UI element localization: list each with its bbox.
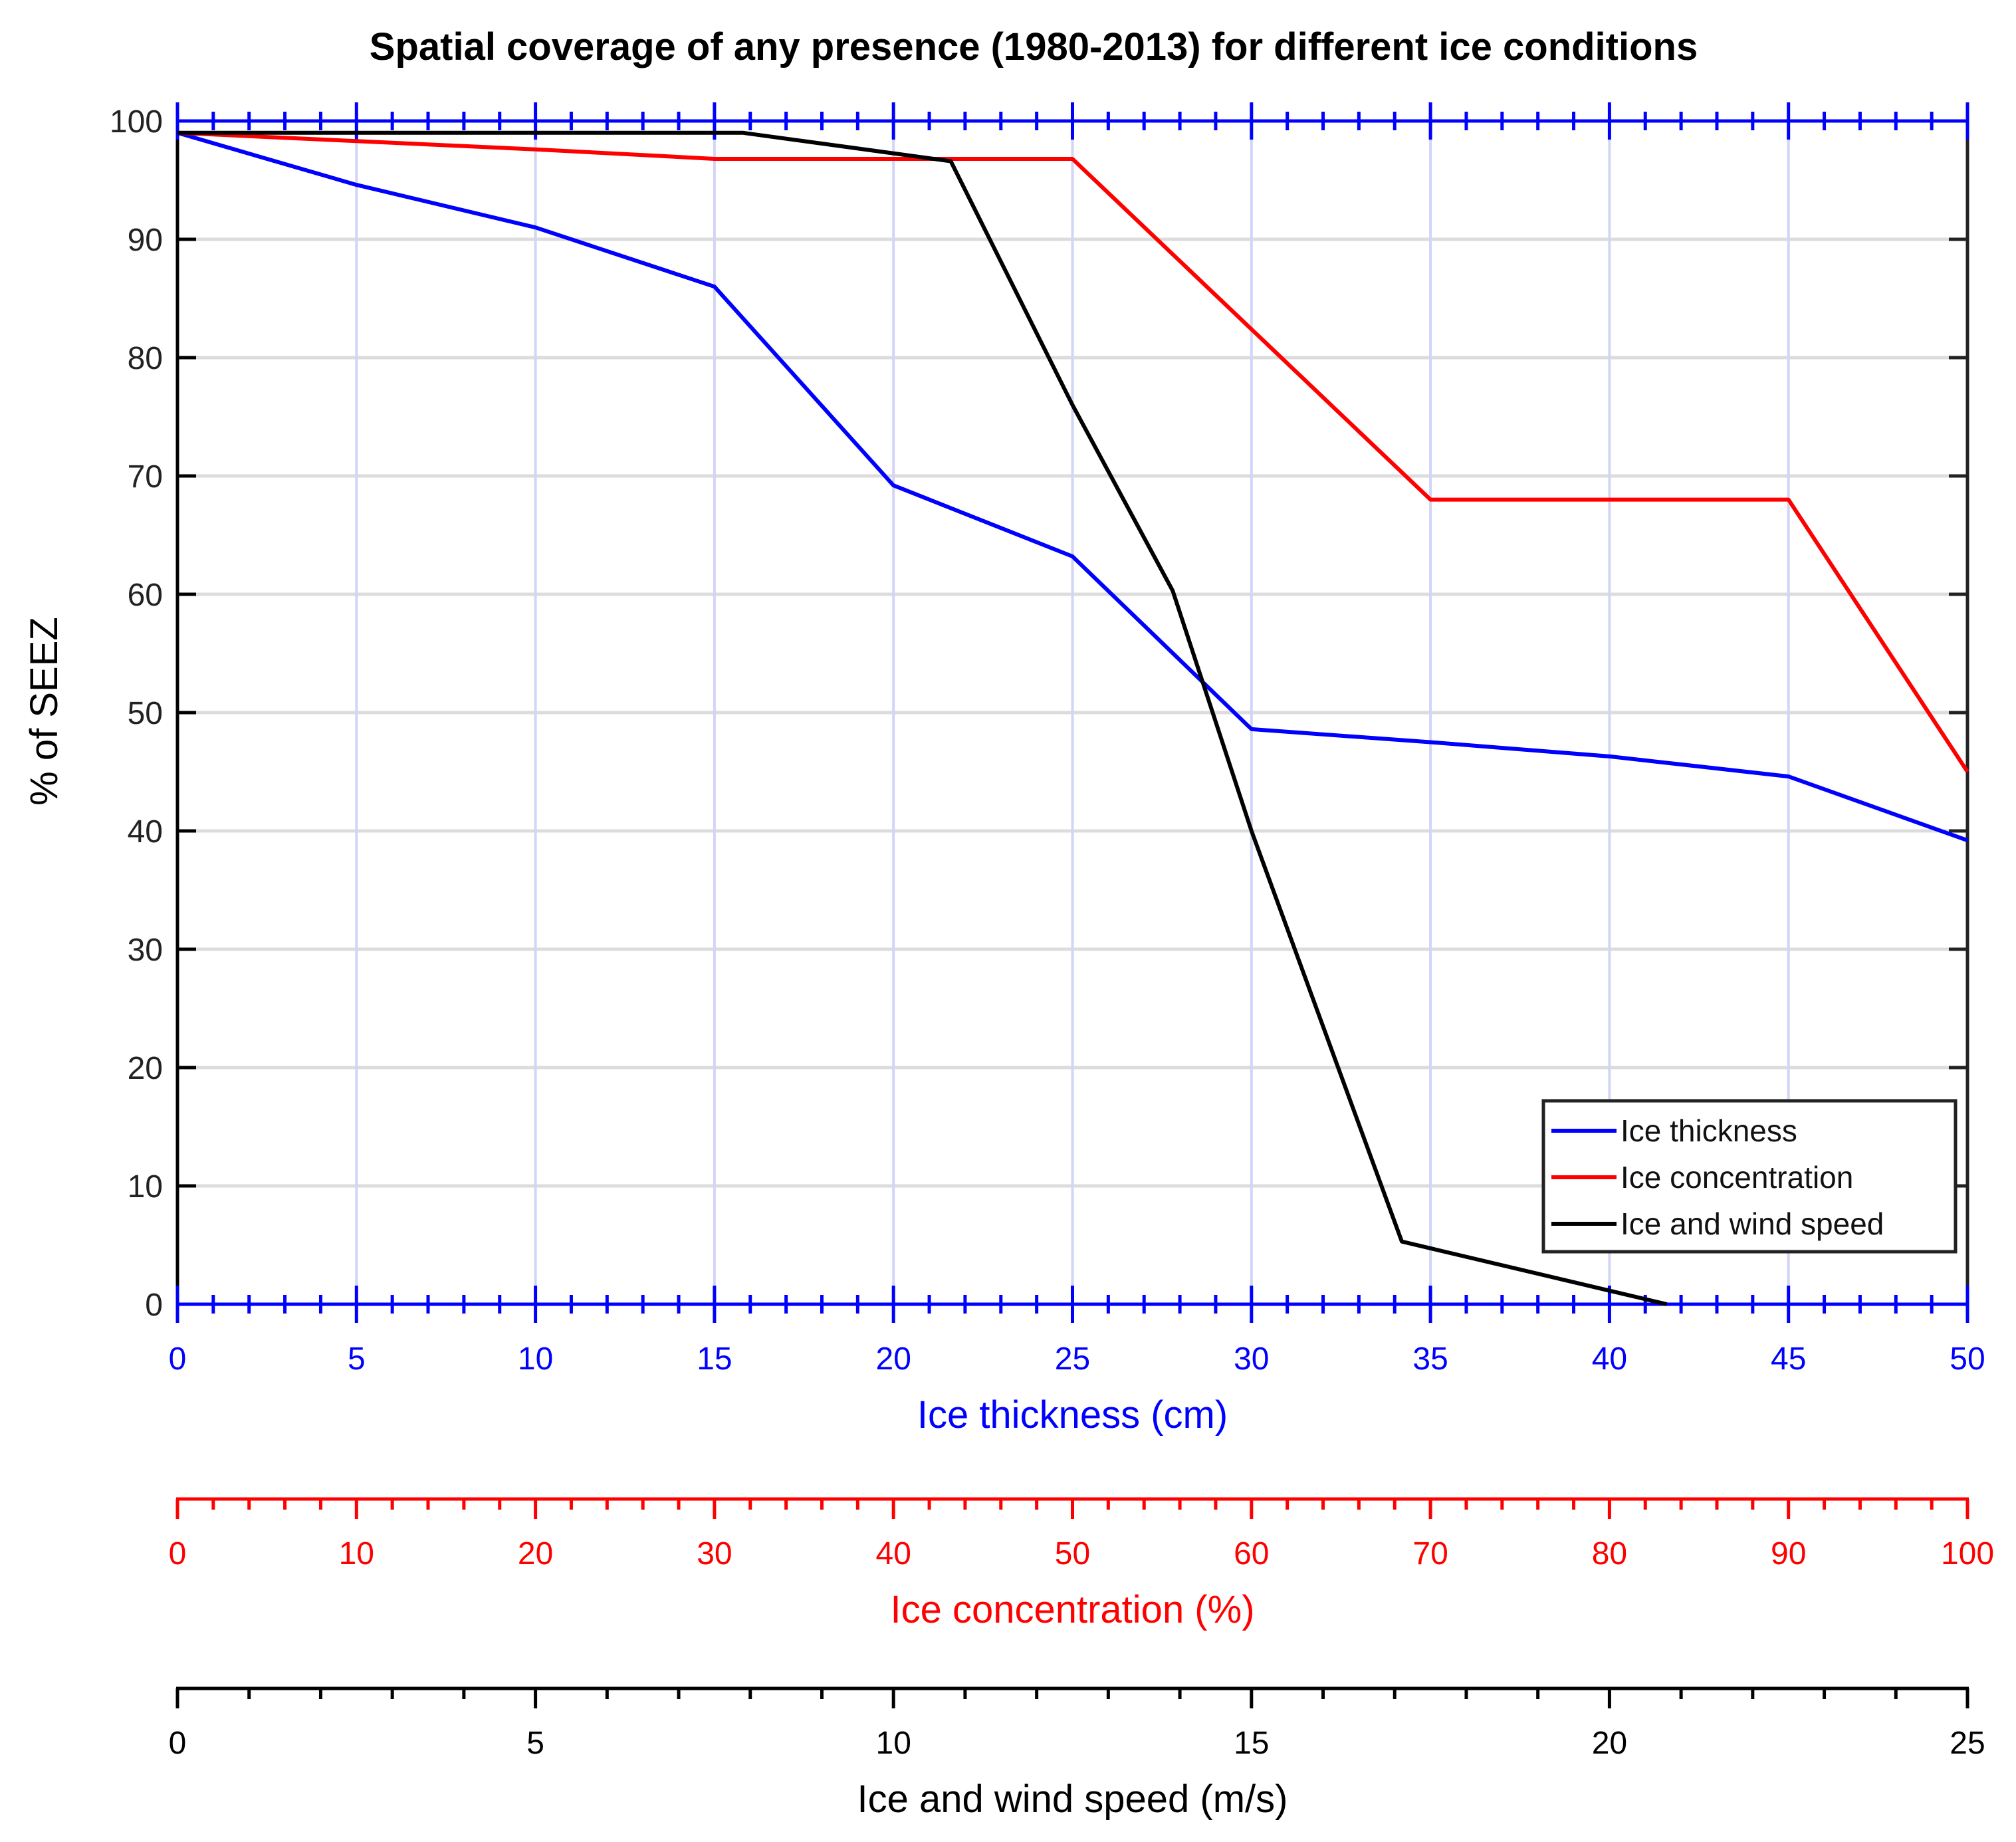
x-tick-label: 10 — [518, 1341, 553, 1377]
x-tick-label: 40 — [876, 1536, 911, 1571]
y-tick-label: 60 — [128, 578, 163, 613]
legend-entry: Ice and wind speed — [1621, 1207, 1884, 1241]
chart-title: Spatial coverage of any presence (1980-2… — [370, 25, 1698, 68]
legend-entry: Ice thickness — [1621, 1113, 1797, 1148]
x-tick-label: 15 — [1234, 1726, 1269, 1761]
x-tick-label: 10 — [339, 1536, 374, 1571]
x-tick-label: 0 — [169, 1726, 187, 1761]
x-tick-label: 25 — [1055, 1341, 1090, 1377]
x-tick-label: 15 — [697, 1341, 732, 1377]
y-axis-label: % of SEEZ — [23, 617, 66, 806]
x-tick-label: 100 — [1941, 1536, 1994, 1571]
x-axis-concentration: 0 10 20 30 40 50 60 70 80 90 100 Ice concentration … — [169, 1497, 1994, 1631]
y-tick-label: 100 — [110, 104, 163, 140]
x-tick-label: 90 — [1771, 1536, 1806, 1571]
x-tick-label: 50 — [1950, 1341, 1985, 1377]
series-lines — [177, 130, 1969, 1306]
x-tick-label: 70 — [1412, 1536, 1448, 1571]
x-tick-label: 40 — [1592, 1341, 1627, 1377]
x-tick-label: 5 — [526, 1726, 544, 1761]
y-tick-label: 10 — [128, 1169, 163, 1205]
y-tick-label: 70 — [128, 459, 163, 495]
x-tick-label: 35 — [1412, 1341, 1448, 1377]
x-tick-label: 30 — [697, 1536, 732, 1571]
legend-entry: Ice concentration — [1621, 1160, 1853, 1195]
x-tick-label: 0 — [169, 1341, 187, 1377]
x-tick-label: 50 — [1055, 1536, 1090, 1571]
x-tick-label: 60 — [1234, 1536, 1269, 1571]
y-tick-label: 40 — [128, 814, 163, 850]
series-line-thickness — [177, 130, 1969, 843]
x-tick-label: 20 — [1592, 1726, 1627, 1761]
x-tick-label: 5 — [348, 1341, 366, 1377]
series-line-concentration — [177, 130, 1969, 773]
x-tick-label: 20 — [876, 1341, 911, 1377]
x-axis-wind: 0 5 10 15 20 25 Ice and wind speed (m/s) — [169, 1686, 1985, 1821]
legend: Ice thickness Ice concentration Ice and wi… — [1541, 1099, 1958, 1254]
x-tick-label: 0 — [169, 1536, 187, 1571]
y-tick-label: 0 — [145, 1288, 163, 1323]
x-axis-wind-label: Ice and wind speed (m/s) — [857, 1778, 1288, 1821]
x-tick-label: 10 — [876, 1726, 911, 1761]
x-tick-label: 80 — [1592, 1536, 1627, 1571]
x-axis-thickness-label: Ice thickness (cm) — [917, 1393, 1228, 1437]
series-line-wind — [177, 130, 1668, 1306]
x-tick-label: 20 — [518, 1536, 553, 1571]
x-tick-label: 45 — [1771, 1341, 1806, 1377]
y-tick-label: 20 — [128, 1051, 163, 1086]
y-tick-label: 30 — [128, 933, 163, 968]
x-axis-concentration-label: Ice concentration (%) — [890, 1588, 1254, 1631]
y-tick-label: 50 — [128, 696, 163, 731]
y-tick-label: 90 — [128, 223, 163, 258]
y-tick-label: 80 — [128, 341, 163, 376]
x-tick-label: 30 — [1234, 1341, 1269, 1377]
x-tick-label: 25 — [1950, 1726, 1985, 1761]
